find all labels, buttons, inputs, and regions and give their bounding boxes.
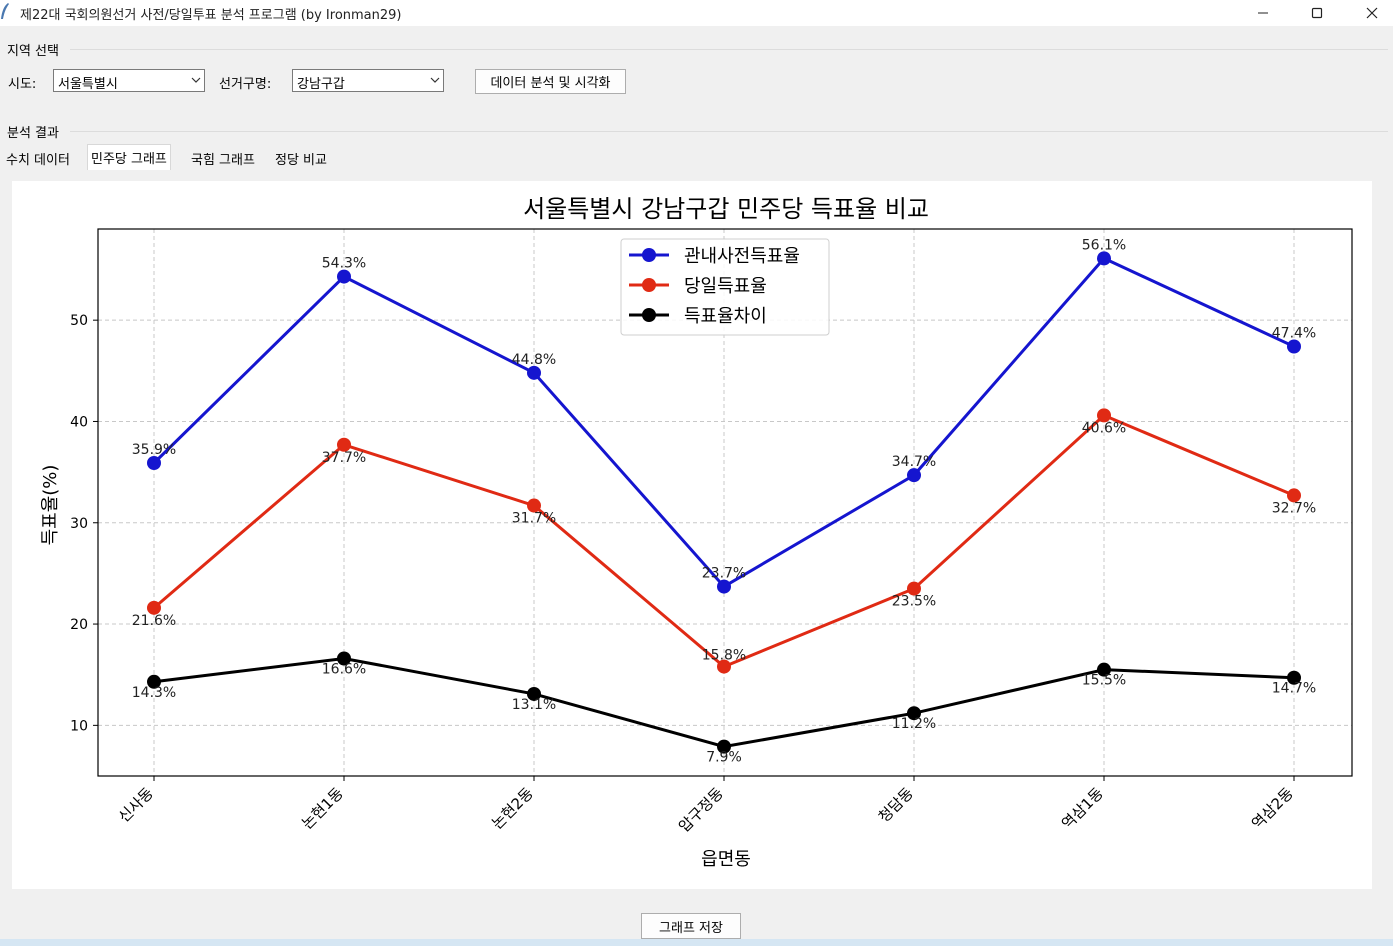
data-point — [1097, 408, 1111, 423]
data-label: 16.6% — [322, 661, 366, 677]
district-label: 선거구명: — [219, 77, 272, 92]
data-label: 31.7% — [512, 511, 556, 527]
x-tick-label: 논현2동 — [488, 784, 537, 833]
data-label: 14.7% — [1272, 681, 1316, 697]
district-select[interactable]: 강남구갑 — [292, 69, 444, 92]
sido-select[interactable]: 서울특별시 — [53, 69, 205, 92]
data-point — [907, 468, 921, 483]
chart-data-labels: 35.9% 54.3% 44.8% 23.7% 34.7% 56.1% 47.4% 21.6%… — [132, 237, 1316, 765]
data-label: 44.8% — [512, 352, 556, 368]
x-tick-label: 청담동 — [875, 784, 917, 826]
data-label: 21.6% — [132, 613, 176, 629]
data-point — [337, 269, 351, 284]
data-label: 7.9% — [706, 750, 742, 766]
data-label: 32.7% — [1272, 500, 1316, 516]
window-title: 제22대 국회의원선거 사전/당일투표 분석 프로그램 (by Ironman2… — [20, 8, 402, 23]
title-bar: 제22대 국회의원선거 사전/당일투표 분석 프로그램 (by Ironman2… — [0, 0, 1393, 26]
y-axis-label: 득표율(%) — [40, 465, 61, 546]
y-tick-label: 40 — [70, 414, 88, 430]
x-tick-label: 신사동 — [115, 784, 157, 826]
data-point — [337, 437, 351, 452]
plot-panel: 서울특별시 강남구갑 민주당 득표율 비교 10 20 30 40 50 신사동 논현1동 논… — [12, 181, 1372, 889]
plot-frame — [97, 228, 1353, 777]
tab-numeric-data[interactable]: 수치 데이터 — [6, 152, 70, 168]
x-tick-label: 역삼1동 — [1058, 784, 1107, 833]
data-label: 56.1% — [1082, 237, 1126, 253]
maximize-button[interactable] — [1294, 0, 1340, 26]
y-tick-label: 20 — [70, 617, 88, 633]
region-group-frame — [70, 49, 1388, 50]
results-group-label: 분석 결과 — [7, 126, 59, 141]
data-point — [907, 581, 921, 596]
y-tick-label: 50 — [70, 313, 88, 329]
data-label: 35.9% — [132, 442, 176, 458]
region-group-label: 지역 선택 — [7, 44, 59, 59]
data-label: 13.1% — [512, 697, 556, 713]
legend-marker — [642, 278, 656, 292]
taskbar-edge — [0, 939, 1393, 946]
data-label: 23.5% — [892, 594, 936, 610]
data-label: 37.7% — [322, 450, 366, 466]
chart-grid — [98, 229, 1352, 776]
legend-box — [620, 238, 830, 336]
data-label: 40.6% — [1082, 420, 1126, 436]
close-icon — [1366, 7, 1378, 19]
data-point — [527, 498, 541, 513]
legend-label: 득표율차이 — [684, 306, 767, 327]
data-label: 15.8% — [702, 648, 746, 664]
data-point — [527, 686, 541, 701]
results-group-frame — [70, 131, 1388, 132]
data-point — [1097, 251, 1111, 266]
sido-label: 시도: — [8, 77, 37, 92]
y-tick-label: 30 — [70, 516, 88, 532]
data-label: 54.3% — [322, 256, 366, 272]
tab-party-compare[interactable]: 정당 비교 — [275, 152, 327, 168]
data-label: 47.4% — [1272, 326, 1316, 342]
x-tick-label: 압구정동 — [675, 784, 727, 836]
chart-title: 서울특별시 강남구갑 민주당 득표율 비교 — [523, 195, 929, 223]
district-select-value: 강남구갑 — [297, 77, 345, 92]
data-point — [337, 651, 351, 666]
line-chart: 서울특별시 강남구갑 민주당 득표율 비교 10 20 30 40 50 신사동 논현1동 논… — [40, 195, 1353, 870]
maximize-icon — [1311, 7, 1323, 19]
data-point — [1097, 662, 1111, 677]
x-tick-label: 역삼2동 — [1248, 784, 1297, 833]
minimize-button[interactable] — [1240, 0, 1286, 26]
x-axis-label: 읍면동 — [701, 849, 751, 870]
close-button[interactable] — [1349, 0, 1393, 26]
data-label: 11.2% — [892, 716, 936, 732]
data-point — [147, 455, 161, 470]
save-graph-button[interactable]: 그래프 저장 — [641, 913, 741, 939]
y-tick-label: 10 — [70, 718, 88, 734]
chevron-down-icon — [430, 77, 440, 83]
data-point — [1287, 339, 1301, 354]
data-point — [147, 674, 161, 689]
chart-series — [147, 251, 1301, 754]
chevron-down-icon — [191, 77, 201, 83]
legend-marker — [642, 248, 656, 262]
data-label: 14.3% — [132, 685, 176, 701]
feather-icon — [1, 3, 9, 19]
data-point — [1287, 670, 1301, 685]
data-point — [717, 659, 731, 674]
data-point — [907, 706, 921, 721]
data-point — [717, 739, 731, 754]
data-point — [1287, 488, 1301, 503]
minimize-icon — [1258, 12, 1268, 14]
legend-marker — [642, 308, 656, 322]
data-label: 34.7% — [892, 454, 936, 470]
data-point — [147, 600, 161, 615]
data-label: 15.5% — [1082, 673, 1126, 689]
sido-select-value: 서울특별시 — [58, 77, 118, 92]
analyze-button[interactable]: 데이터 분석 및 시각화 — [475, 69, 626, 94]
data-point — [527, 365, 541, 380]
x-tick-label: 논현1동 — [298, 784, 347, 833]
tab-ppp-graph[interactable]: 국힘 그래프 — [191, 152, 255, 168]
data-point — [717, 579, 731, 594]
tab-democratic-graph[interactable]: 민주당 그래프 — [87, 144, 171, 170]
legend-label: 당일득표율 — [684, 276, 767, 297]
legend-label: 관내사전득표율 — [684, 246, 800, 267]
data-label: 23.7% — [702, 566, 746, 582]
